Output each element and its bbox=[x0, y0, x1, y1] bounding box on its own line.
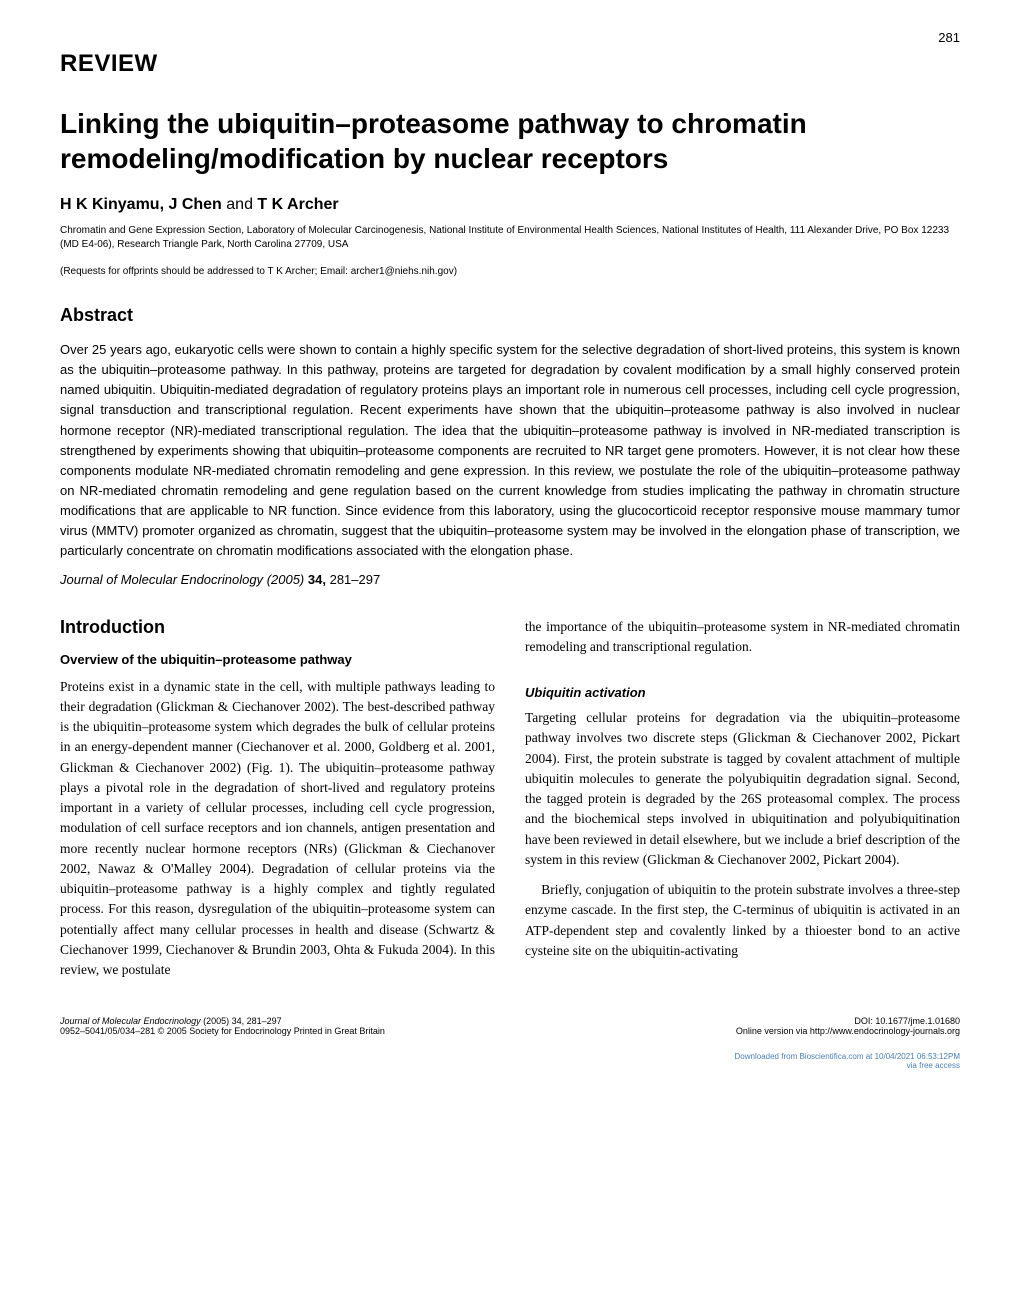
author-1: H K Kinyamu bbox=[60, 196, 160, 213]
download-line-1: Downloaded from Bioscientifica.com at 10… bbox=[735, 1052, 960, 1061]
review-label: REVIEW bbox=[60, 50, 960, 78]
journal-name: Journal of Molecular Endocrinology bbox=[60, 572, 263, 587]
download-line-2: via free access bbox=[60, 1061, 960, 1070]
authors-line: H K Kinyamu, J Chen and T K Archer bbox=[60, 196, 960, 214]
left-paragraph-1: Proteins exist in a dynamic state in the… bbox=[60, 677, 495, 981]
page-number: 281 bbox=[938, 30, 960, 45]
right-paragraph-3: Briefly, conjugation of ubiquitin to the… bbox=[525, 880, 960, 961]
abstract-text: Over 25 years ago, eukaryotic cells were… bbox=[60, 340, 960, 562]
journal-volume: 34, bbox=[308, 572, 326, 587]
footer: Journal of Molecular Endocrinology (2005… bbox=[60, 1016, 960, 1036]
journal-year: (2005) bbox=[267, 572, 305, 587]
spacer bbox=[525, 667, 960, 685]
footer-journal-rest: (2005) 34, 281–297 bbox=[201, 1016, 282, 1026]
right-paragraph-2: Targeting cellular proteins for degradat… bbox=[525, 708, 960, 870]
authors-and: and bbox=[226, 196, 253, 213]
right-column: the importance of the ubiquitin–proteaso… bbox=[525, 617, 960, 991]
footer-url: Online version via http://www.endocrinol… bbox=[736, 1026, 960, 1036]
correspondence: (Requests for offprints should be addres… bbox=[60, 266, 960, 277]
footer-right: DOI: 10.1677/jme.1.01680 Online version … bbox=[736, 1016, 960, 1036]
author-2: J Chen bbox=[168, 196, 221, 213]
footer-journal: Journal of Molecular Endocrinology bbox=[60, 1016, 201, 1026]
introduction-heading: Introduction bbox=[60, 617, 495, 638]
abstract-heading: Abstract bbox=[60, 305, 960, 326]
footer-left: Journal of Molecular Endocrinology (2005… bbox=[60, 1016, 385, 1036]
footer-copyright: 0952–5041/05/034–281 © 2005 Society for … bbox=[60, 1026, 385, 1036]
affiliation: Chromatin and Gene Expression Section, L… bbox=[60, 224, 960, 252]
ubiquitin-activation-heading: Ubiquitin activation bbox=[525, 685, 960, 700]
journal-citation: Journal of Molecular Endocrinology (2005… bbox=[60, 572, 960, 587]
left-column: Introduction Overview of the ubiquitin–p… bbox=[60, 617, 495, 991]
journal-pages: 281–297 bbox=[330, 572, 381, 587]
author-3: T K Archer bbox=[257, 196, 338, 213]
overview-heading: Overview of the ubiquitin–proteasome pat… bbox=[60, 652, 495, 667]
article-title: Linking the ubiquitin–proteasome pathway… bbox=[60, 106, 960, 176]
right-paragraph-1: the importance of the ubiquitin–proteaso… bbox=[525, 617, 960, 658]
two-column-body: Introduction Overview of the ubiquitin–p… bbox=[60, 617, 960, 991]
download-note: Downloaded from Bioscientifica.com at 10… bbox=[60, 1052, 960, 1070]
footer-doi: DOI: 10.1677/jme.1.01680 bbox=[854, 1016, 960, 1026]
